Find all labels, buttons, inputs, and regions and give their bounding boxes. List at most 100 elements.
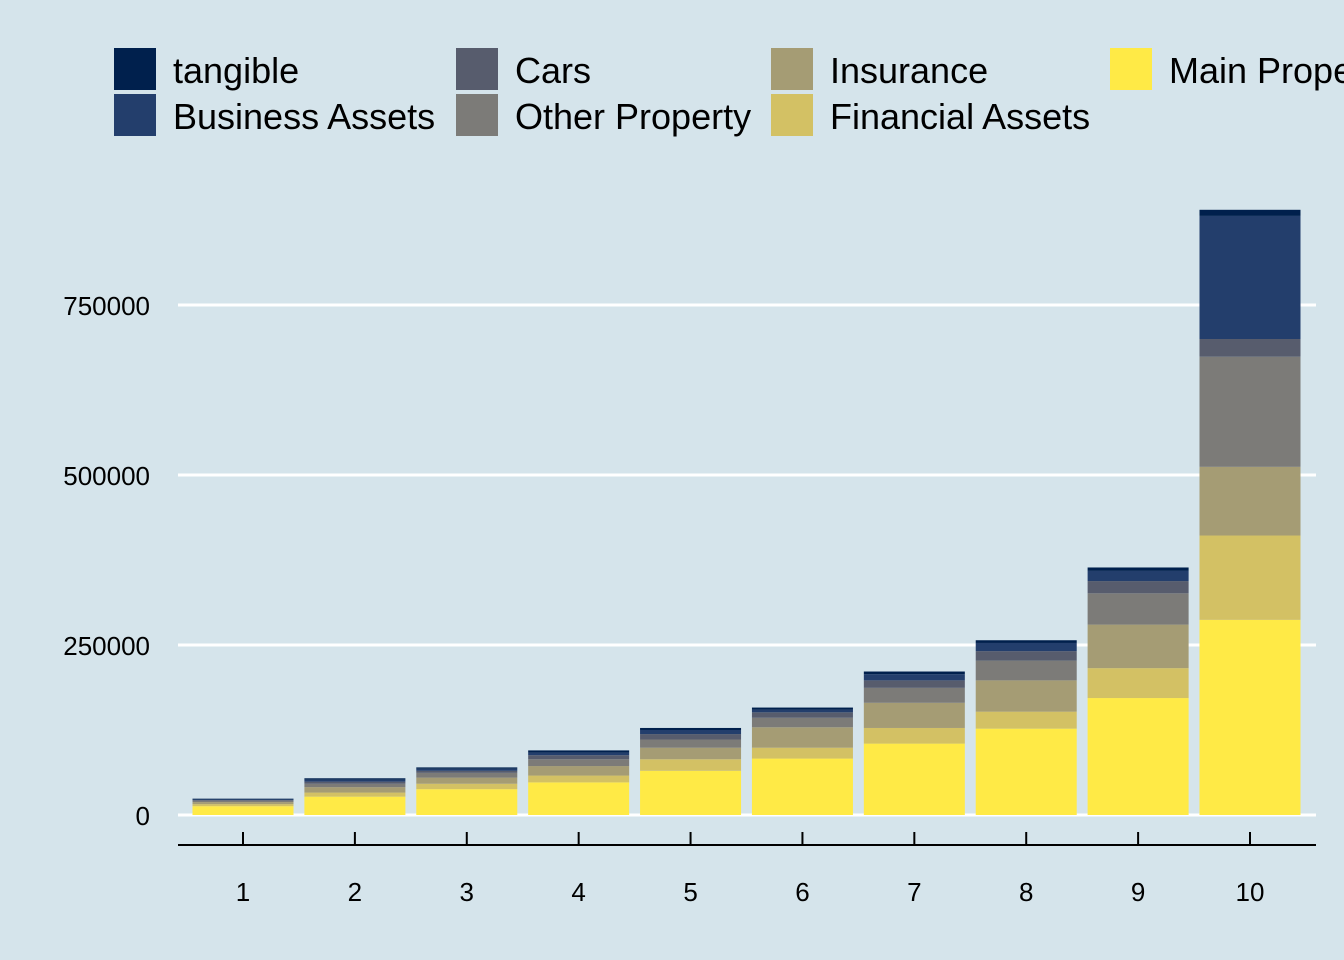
- x-tick-label: 10: [1236, 877, 1265, 907]
- legend-item-financial-assets: Financial Assets: [771, 94, 1090, 137]
- bar-insurance-8: [975, 680, 1077, 712]
- y-axis: 0 250000 500000 750000: [63, 291, 150, 831]
- bar-main-property-10: [1199, 619, 1301, 815]
- x-tick-label: 1: [236, 877, 250, 907]
- bar-tangible-8: [975, 640, 1077, 643]
- bar-other-property-9: [1087, 593, 1189, 625]
- bar-cars-1: [192, 800, 294, 801]
- bar-tangible-4: [528, 750, 630, 753]
- legend-swatch: [771, 94, 813, 136]
- bar-financial-assets-6: [751, 747, 853, 759]
- bar-other-property-8: [975, 660, 1077, 681]
- legend-label: Financial Assets: [830, 96, 1090, 137]
- bar-tangible-10: [1199, 209, 1301, 216]
- legend-swatch: [114, 94, 156, 136]
- bar-main-property-2: [304, 796, 406, 815]
- legend-swatch: [114, 48, 156, 90]
- bar-business-assets-9: [1087, 570, 1189, 582]
- bar-main-property-7: [863, 743, 965, 815]
- bar-main-property-4: [528, 782, 630, 815]
- bar-financial-assets-9: [1087, 668, 1189, 699]
- legend-label: Cars: [515, 50, 591, 91]
- x-tick-label: 3: [460, 877, 474, 907]
- legend-item-insurance: Insurance: [771, 48, 988, 91]
- bar-cars-2: [304, 781, 406, 784]
- y-tick-label: 0: [136, 801, 150, 831]
- bar-cars-6: [751, 712, 853, 718]
- bar-business-assets-5: [640, 730, 742, 735]
- x-tick-label: 2: [348, 877, 362, 907]
- bar-insurance-3: [416, 777, 518, 784]
- bar-other-property-7: [863, 687, 965, 703]
- bar-insurance-5: [640, 747, 742, 760]
- bar-financial-assets-4: [528, 775, 630, 783]
- bar-main-property-8: [975, 728, 1077, 815]
- legend-label: Main Property: [1169, 50, 1344, 91]
- bar-main-property-5: [640, 770, 742, 815]
- bar-business-assets-8: [975, 642, 1077, 652]
- bar-tangible-9: [1087, 567, 1189, 571]
- x-tick-label: 7: [907, 877, 921, 907]
- bar-business-assets-3: [416, 768, 518, 771]
- bar-cars-9: [1087, 581, 1189, 594]
- y-tick-label: 750000: [63, 291, 150, 321]
- bar-insurance-2: [304, 787, 406, 793]
- bar-financial-assets-8: [975, 711, 1077, 729]
- bar-cars-4: [528, 755, 630, 760]
- bar-business-assets-6: [751, 709, 853, 713]
- bar-financial-assets-7: [863, 727, 965, 744]
- bar-tangible-5: [640, 727, 742, 730]
- bar-other-property-4: [528, 759, 630, 767]
- bar-other-property-10: [1199, 356, 1301, 467]
- x-tick-label: 8: [1019, 877, 1033, 907]
- bar-business-assets-2: [304, 779, 406, 782]
- bar-main-property-6: [751, 758, 853, 815]
- bar-main-property-1: [192, 806, 294, 815]
- bar-business-assets-10: [1199, 215, 1301, 339]
- legend-swatch: [456, 94, 498, 136]
- x-tick-label: 9: [1131, 877, 1145, 907]
- bar-insurance-6: [751, 727, 853, 748]
- bar-financial-assets-5: [640, 759, 742, 771]
- bar-cars-5: [640, 734, 742, 740]
- legend-label: tangible: [173, 50, 299, 91]
- bar-tangible-7: [863, 671, 965, 675]
- bar-main-property-3: [416, 789, 518, 815]
- y-tick-label: 250000: [63, 631, 150, 661]
- bar-tangible-6: [751, 707, 853, 710]
- legend-label: Other Property: [515, 96, 751, 137]
- bar-cars-7: [863, 680, 965, 688]
- bar-business-assets-4: [528, 752, 630, 756]
- legend: tangible Business Assets Cars Other Propert…: [114, 48, 1344, 137]
- legend-item-main-property: Main Property: [1110, 48, 1344, 91]
- bar-insurance-1: [192, 802, 294, 805]
- x-axis: 1 2 3 4 5 6 7 8 9 10: [178, 832, 1316, 907]
- legend-item-cars: Cars: [456, 48, 591, 91]
- legend-swatch: [456, 48, 498, 90]
- bar-other-property-6: [751, 717, 853, 728]
- x-tick-label: 4: [571, 877, 585, 907]
- bar-cars-8: [975, 651, 1077, 661]
- bar-insurance-9: [1087, 624, 1189, 669]
- bar-financial-assets-10: [1199, 535, 1301, 620]
- bar-cars-3: [416, 770, 518, 773]
- bar-insurance-7: [863, 702, 965, 728]
- bar-financial-assets-2: [304, 792, 406, 797]
- bar-financial-assets-3: [416, 783, 518, 790]
- bar-cars-10: [1199, 339, 1301, 357]
- bar-other-property-1: [192, 800, 294, 803]
- legend-label: Business Assets: [173, 96, 435, 137]
- legend-item-business-assets: Business Assets: [114, 94, 435, 137]
- legend-swatch: [1110, 48, 1152, 90]
- bar-financial-assets-1: [192, 804, 294, 807]
- bar-insurance-4: [528, 766, 630, 776]
- x-tick-label: 6: [795, 877, 809, 907]
- bar-other-property-2: [304, 783, 406, 788]
- bar-tangible-1: [192, 798, 294, 800]
- bar-main-property-9: [1087, 698, 1189, 815]
- bars: [192, 209, 1301, 815]
- bar-business-assets-1: [192, 799, 294, 801]
- legend-item-other-property: Other Property: [456, 94, 751, 137]
